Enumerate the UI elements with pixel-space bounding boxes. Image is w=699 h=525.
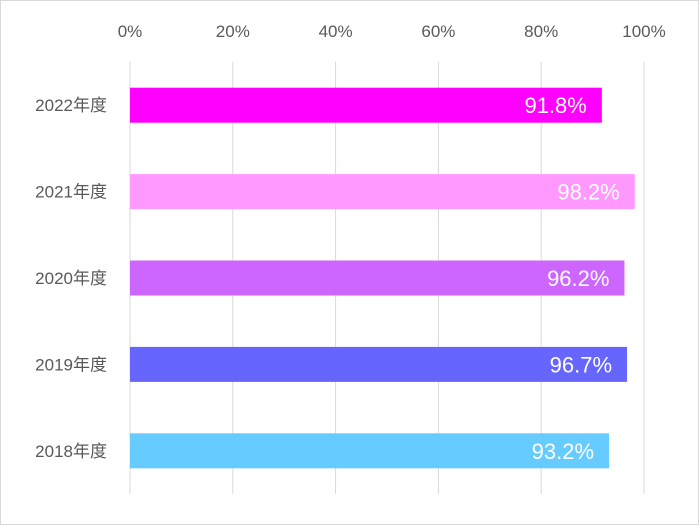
data-label-0: 91.8% (524, 93, 586, 118)
x-tick-label-20: 20% (216, 22, 250, 41)
category-label-0: 2022年度 (35, 96, 107, 115)
x-tick-label-100: 100% (622, 22, 665, 41)
category-label-1: 2021年度 (35, 183, 107, 202)
y-axis-categories: 2022年度 2021年度 2020年度 2019年度 2018年度 (35, 96, 107, 461)
data-label-2: 96.2% (547, 266, 609, 291)
bars (130, 87, 635, 469)
data-label-4: 93.2% (532, 439, 594, 464)
category-label-4: 2018年度 (35, 442, 107, 461)
bar-3 (130, 346, 628, 382)
bar-0 (130, 87, 602, 123)
bar-4 (130, 433, 610, 469)
x-tick-label-40: 40% (319, 22, 353, 41)
bar-1 (130, 174, 635, 210)
data-labels: 91.8% 98.2% 96.2% 96.7% 93.2% (524, 93, 619, 464)
x-tick-label-0: 0% (118, 22, 143, 41)
data-label-3: 96.7% (550, 352, 612, 377)
x-axis-ticks: 0% 20% 40% 60% 80% 100% (118, 22, 666, 41)
category-label-2: 2020年度 (35, 269, 107, 288)
x-tick-label-80: 80% (524, 22, 558, 41)
data-label-1: 98.2% (557, 180, 619, 205)
x-tick-label-60: 60% (421, 22, 455, 41)
category-label-3: 2019年度 (35, 355, 107, 374)
bar-2 (130, 260, 625, 296)
